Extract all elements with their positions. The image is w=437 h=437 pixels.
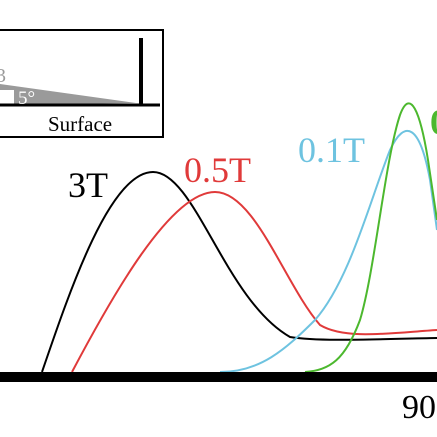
inset: 3 5° Surface [0, 29, 164, 138]
inset-angle-label: 5° [18, 88, 35, 109]
inset-wedge [0, 84, 136, 105]
curve-label: 3T [68, 165, 108, 205]
curve-label: 0.5T [184, 150, 251, 190]
curve-05t [71, 190, 437, 373]
curve-green [304, 102, 437, 373]
inset-frame [0, 29, 164, 138]
x-axis [0, 372, 437, 382]
x-tick-label: 90 [402, 389, 436, 426]
inset-surface-label: Surface [48, 112, 112, 136]
inset-marker [0, 90, 14, 104]
curves [41, 102, 437, 373]
curve-01t [219, 129, 437, 373]
curve-3t [41, 170, 437, 373]
curve-label: 0.1T [298, 130, 365, 170]
curve-label: 0 [430, 102, 437, 142]
inset-partial-label: 3 [0, 65, 6, 87]
